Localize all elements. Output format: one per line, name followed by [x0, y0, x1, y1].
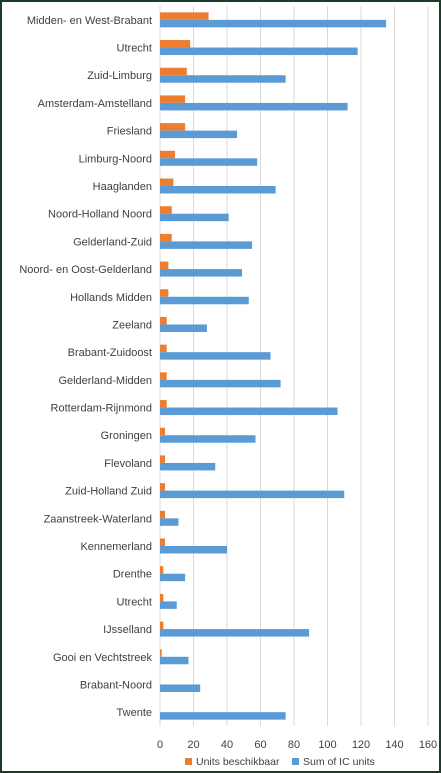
x-tick-label: 160 — [419, 739, 437, 751]
x-tick-label: 20 — [187, 739, 199, 751]
category-label: Brabant-Noord — [80, 679, 152, 691]
x-tick-label: 0 — [157, 739, 163, 751]
bar-sum-ic-units — [160, 379, 281, 388]
bar-sum-ic-units — [160, 130, 238, 139]
bar-units-beschikbaar — [160, 316, 167, 325]
bar-units-beschikbaar — [160, 150, 176, 159]
legend: Units beschikbaar Sum of IC units — [185, 756, 375, 768]
bar-units-beschikbaar — [160, 593, 164, 602]
bar-sum-ic-units — [160, 269, 243, 277]
bar-units-beschikbaar — [160, 372, 167, 380]
bars — [160, 12, 387, 720]
category-labels: Midden- en West-Brabant Utrecht Zuid-Limbu… — [19, 15, 152, 719]
bar-sum-ic-units — [160, 712, 286, 720]
gridlines — [159, 6, 429, 726]
bar-sum-ic-units — [160, 490, 345, 499]
category-label: Brabant-Zuidoost — [68, 347, 152, 359]
bar-units-beschikbaar — [160, 123, 186, 131]
category-label: Drenthe — [113, 569, 152, 581]
bar-units-beschikbaar — [160, 344, 167, 353]
x-tick-labels: 0 20 40 60 80 100 120 140 160 — [157, 739, 437, 751]
x-tick-label: 80 — [288, 739, 300, 751]
category-label: Groningen — [101, 430, 152, 442]
bar-units-beschikbaar — [160, 566, 164, 574]
bar-sum-ic-units — [160, 573, 186, 582]
category-label: Zaanstreek-Waterland — [44, 513, 152, 525]
bar-units-beschikbaar — [160, 178, 174, 186]
bar-units-beschikbaar — [160, 483, 166, 491]
x-tick-label: 60 — [254, 739, 266, 751]
bar-units-beschikbaar — [160, 233, 172, 242]
category-label: Utrecht — [117, 43, 152, 55]
bar-sum-ic-units — [160, 601, 177, 609]
bar-sum-ic-units — [160, 656, 189, 665]
x-tick-label: 40 — [221, 739, 233, 751]
category-label: Zuid-Holland Zuid — [65, 486, 152, 498]
bar-sum-ic-units — [160, 352, 271, 360]
bar-sum-ic-units — [160, 629, 310, 637]
bar-sum-ic-units — [160, 241, 253, 249]
bar-sum-ic-units — [160, 158, 258, 166]
bar-sum-ic-units — [160, 407, 338, 416]
category-label: IJsselland — [103, 624, 152, 636]
category-label: Twente — [117, 707, 152, 719]
x-tick-label: 140 — [385, 739, 403, 751]
bar-units-beschikbaar — [160, 427, 166, 436]
bar-units-beschikbaar — [160, 621, 164, 630]
bar-sum-ic-units — [160, 546, 227, 554]
category-label: Rotterdam-Rijnmond — [51, 403, 152, 415]
bar-units-beschikbaar — [160, 261, 169, 270]
bar-units-beschikbaar — [160, 400, 167, 408]
bar-sum-ic-units — [160, 19, 387, 28]
category-label: Utrecht — [117, 596, 152, 608]
x-tick-label: 100 — [318, 739, 336, 751]
category-label: Gelderland-Zuid — [73, 236, 152, 248]
x-tick-label: 120 — [352, 739, 370, 751]
bar-units-beschikbaar — [160, 12, 209, 20]
category-label: Noord- en Oost-Gelderland — [19, 264, 152, 276]
bar-units-beschikbaar — [160, 510, 166, 519]
category-label: Amsterdam-Amstelland — [38, 98, 152, 110]
category-label: Gooi en Vechtstreek — [53, 652, 153, 664]
category-label: Midden- en West-Brabant — [27, 15, 152, 27]
bar-units-beschikbaar — [160, 67, 187, 76]
category-label: Limburg-Noord — [79, 153, 152, 165]
legend-swatch-sum-ic-units — [292, 758, 299, 765]
bar-sum-ic-units — [160, 684, 201, 692]
bar-units-beschikbaar — [160, 649, 162, 657]
bar-sum-ic-units — [160, 435, 256, 443]
category-label: Haaglanden — [93, 181, 152, 193]
category-label: Friesland — [107, 126, 152, 138]
category-label: Hollands Midden — [70, 292, 152, 304]
bar-units-beschikbaar — [160, 455, 166, 463]
category-label: Noord-Holland Noord — [48, 209, 152, 221]
bar-sum-ic-units — [160, 47, 358, 56]
bar-sum-ic-units — [160, 213, 229, 222]
bar-sum-ic-units — [160, 186, 276, 194]
bar-sum-ic-units — [160, 296, 249, 305]
category-label: Flevoland — [104, 458, 152, 470]
legend-label: Units beschikbaar — [196, 756, 280, 768]
bar-sum-ic-units — [160, 324, 207, 332]
bar-units-beschikbaar — [160, 95, 186, 103]
bar-sum-ic-units — [160, 518, 179, 526]
category-label: Gelderland-Midden — [58, 375, 152, 387]
bar-units-beschikbaar — [160, 40, 191, 48]
bar-units-beschikbaar — [160, 289, 169, 297]
bar-sum-ic-units — [160, 462, 216, 471]
category-label: Zuid-Limburg — [87, 70, 152, 82]
category-label: Zeeland — [112, 319, 152, 331]
bar-units-beschikbaar — [160, 206, 172, 214]
bar-units-beschikbaar — [160, 538, 166, 546]
bar-sum-ic-units — [160, 75, 286, 83]
category-label: Kennemerland — [80, 541, 152, 553]
legend-label: Sum of IC units — [303, 756, 375, 768]
bar-sum-ic-units — [160, 102, 348, 111]
legend-swatch-units-beschikbaar — [185, 758, 192, 765]
